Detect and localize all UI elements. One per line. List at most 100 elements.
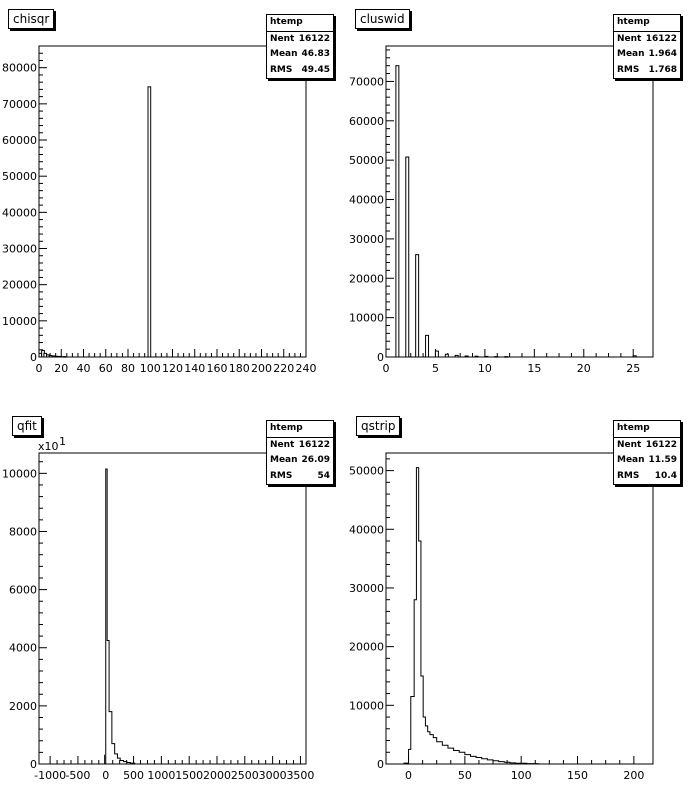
stats-rms-label: RMS [270, 470, 293, 481]
stats-rms-label: RMS [617, 64, 640, 75]
histogram-bar [58, 355, 63, 358]
stats-rms-label: RMS [270, 64, 293, 75]
histogram-bar [395, 65, 400, 358]
chart-title-qfit: qfit [12, 416, 42, 436]
x-tick-label: 220 [273, 362, 294, 375]
stats-box-cluswid: htemp Nent 16122 Mean 1.964 RMS 1.768 [613, 14, 681, 79]
stats-mean-label: Mean [617, 49, 645, 59]
y-tick-label: 4000 [9, 642, 37, 655]
x-tick-label: 0 [102, 769, 109, 782]
y-tick-label: 40000 [2, 206, 37, 219]
y-tick-label: 8000 [9, 525, 37, 538]
y-tick-label: 10000 [349, 312, 384, 325]
stats-mean-label: Mean [617, 455, 645, 465]
x-tick-label: 3500 [286, 769, 314, 782]
x-tick-label: 140 [184, 362, 205, 375]
x-tick-label: 120 [162, 362, 183, 375]
y-tick-label: 70000 [349, 75, 384, 88]
histogram-bar [474, 355, 479, 358]
histogram-bar [494, 356, 499, 358]
y-tick-label: 10000 [349, 699, 384, 712]
plot-frame [38, 452, 307, 765]
histogram-bar [484, 355, 489, 358]
stats-mean-label: Mean [270, 49, 298, 59]
y-tick-label: 20000 [2, 279, 37, 292]
stats-entries-value: 16122 [645, 439, 677, 450]
y-tick-label: 50000 [349, 154, 384, 167]
y-tick-label: 0 [30, 351, 37, 364]
x-tick-label: -500 [65, 769, 90, 782]
y-tick-label: 10000 [2, 315, 37, 328]
y-tick-label: 30000 [349, 233, 384, 246]
stats-name: htemp [614, 421, 680, 438]
stats-entries-value: 16122 [298, 33, 330, 44]
plot-frame [385, 452, 654, 765]
y-tick-label: 30000 [349, 582, 384, 595]
stats-entries-value: 16122 [298, 439, 330, 450]
x-tick-label: 1000 [147, 769, 175, 782]
x-tick-label: 40 [77, 362, 91, 375]
stats-rms-value: 49.45 [301, 64, 330, 75]
x-tick-label: 5 [432, 362, 439, 375]
histogram-bar [415, 254, 420, 358]
stats-name: htemp [614, 15, 680, 32]
y-tick-label: 50000 [349, 465, 384, 478]
y-tick-label: 40000 [349, 194, 384, 207]
stats-entries-label: Nent [617, 33, 642, 44]
chart-title-chisqr: chisqr [8, 9, 55, 29]
x-tick-label: 10 [478, 362, 492, 375]
histogram-line [403, 467, 541, 765]
stats-mean-value: 1.964 [648, 49, 677, 59]
x-tick-label: 200 [623, 769, 644, 782]
y-tick-label: 10000 [2, 467, 37, 480]
plot-frame [38, 45, 307, 358]
y-tick-label: 0 [30, 758, 37, 771]
histogram-bar [54, 355, 59, 358]
x-tick-label: 3000 [259, 769, 287, 782]
histogram-bar [147, 86, 152, 358]
x-tick-label: 240 [296, 362, 317, 375]
x-tick-label: 80 [121, 362, 135, 375]
y-tick-label: 0 [377, 758, 384, 771]
stats-box-qstrip: htemp Nent 16122 Mean 11.59 RMS 10.4 [613, 420, 681, 485]
y-tick-label: 40000 [349, 523, 384, 536]
x-tick-label: 0 [36, 362, 43, 375]
stats-name: htemp [267, 421, 333, 438]
stats-mean-label: Mean [270, 455, 298, 465]
x-tick-label: 2500 [231, 769, 259, 782]
stats-rms-label: RMS [617, 470, 640, 481]
stats-entries-label: Nent [617, 439, 642, 450]
x-tick-label: 200 [251, 362, 272, 375]
histogram-bar [425, 334, 430, 358]
stats-box-qfit: htemp Nent 16122 Mean 26.09 RMS 54 [266, 420, 334, 485]
histogram-line [104, 468, 137, 765]
stats-entries-label: Nent [270, 439, 295, 450]
stats-entries-label: Nent [270, 33, 295, 44]
chart-title-qstrip: qstrip [356, 416, 401, 436]
histogram-bar [454, 354, 459, 358]
x-tick-label: 160 [207, 362, 228, 375]
y-tick-label: 60000 [2, 134, 37, 147]
x-tick-label: 15 [527, 362, 541, 375]
y-tick-label: 50000 [2, 170, 37, 183]
histogram-bar [464, 355, 469, 358]
x-tick-label: 100 [511, 769, 532, 782]
stats-rms-value: 10.4 [654, 470, 677, 481]
y-tick-label: 20000 [349, 641, 384, 654]
histogram-bar [504, 356, 509, 358]
stats-rms-value: 54 [317, 470, 330, 481]
x-tick-label: 0 [383, 362, 390, 375]
stats-name: htemp [267, 15, 333, 32]
stats-mean-value: 11.59 [648, 455, 677, 465]
y-tick-label: 80000 [2, 62, 37, 75]
x-tick-label: 25 [626, 362, 640, 375]
x-tick-label: 1500 [175, 769, 203, 782]
x-tick-label: 0 [405, 769, 412, 782]
y-exponent-label: x10 [38, 440, 59, 453]
plot-frame [385, 45, 654, 358]
x-tick-label: 150 [567, 769, 588, 782]
y-tick-label: 6000 [9, 584, 37, 597]
y-tick-label: 60000 [349, 115, 384, 128]
y-tick-label: 30000 [2, 243, 37, 256]
stats-rms-value: 1.768 [648, 64, 677, 75]
